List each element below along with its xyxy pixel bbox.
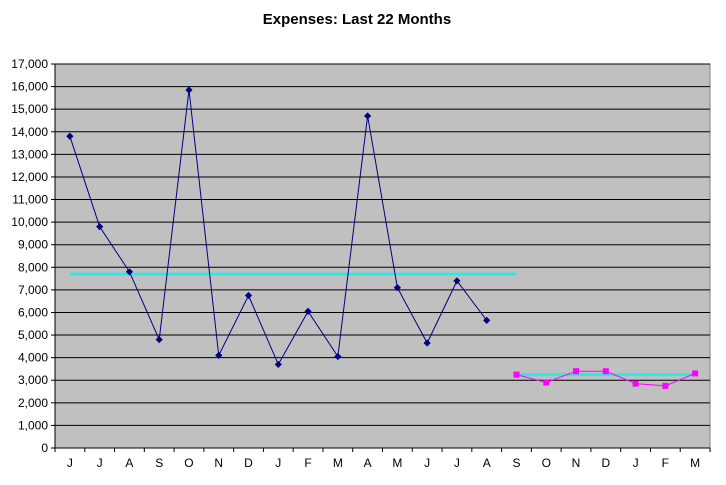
y-tick-label: 11,000 <box>12 193 48 207</box>
data-point <box>66 132 74 140</box>
data-point <box>483 316 491 324</box>
y-tick-label: 7,000 <box>18 283 48 297</box>
x-tick-label: M <box>392 456 402 470</box>
x-tick-label: J <box>633 456 639 470</box>
x-tick-label: A <box>483 456 491 470</box>
y-tick-label: 17,000 <box>11 57 48 71</box>
y-tick-label: 2,000 <box>18 396 48 410</box>
y-tick-label: 8,000 <box>18 260 48 274</box>
data-point <box>364 112 372 120</box>
y-tick-label: 3,000 <box>18 373 48 387</box>
series-1 <box>66 86 491 369</box>
x-tick-label: A <box>125 456 133 470</box>
x-tick-label: J <box>424 456 430 470</box>
data-point <box>453 277 461 285</box>
plot-area <box>54 63 711 449</box>
data-point <box>602 368 609 375</box>
data-point <box>334 352 342 361</box>
data-point <box>393 284 401 292</box>
data-point <box>244 291 253 300</box>
x-tick-label: F <box>662 456 669 470</box>
y-tick-label: 10,000 <box>11 215 48 229</box>
y-tick-label: 6,000 <box>18 305 48 319</box>
x-tick-label: F <box>304 456 311 470</box>
x-tick-label: O <box>542 456 551 470</box>
data-point <box>155 335 163 344</box>
data-point <box>185 86 193 94</box>
gridlines <box>55 63 710 426</box>
data-point <box>423 339 431 347</box>
x-tick-label: M <box>333 456 343 470</box>
data-point <box>125 268 134 276</box>
x-tick-label: S <box>512 456 520 470</box>
y-tick-label: 0 <box>41 441 48 455</box>
data-point <box>632 380 639 387</box>
x-tick-label: M <box>690 456 700 470</box>
x-tick-label: J <box>97 456 103 470</box>
series-2 <box>513 368 699 389</box>
y-tick-label: 1,000 <box>18 418 48 432</box>
chart-title: Expenses: Last 22 Months <box>263 11 451 28</box>
x-tick-label: N <box>572 456 581 470</box>
y-tick-label: 14,000 <box>11 125 48 139</box>
x-tick-label: A <box>364 456 372 470</box>
x-tick-label: D <box>244 456 253 470</box>
data-point <box>573 368 580 375</box>
x-tick-label: N <box>214 456 223 470</box>
data-point <box>215 351 223 359</box>
reference-lines <box>69 272 696 377</box>
data-point <box>274 360 282 369</box>
y-tick-label: 5,000 <box>18 328 48 342</box>
data-point <box>662 382 669 389</box>
data-point <box>513 371 520 378</box>
y-axis: 0 1,000 2,000 3,000 4,000 5,000 6,000 7,000 8,00… <box>11 57 56 455</box>
x-tick-label: O <box>184 456 193 470</box>
y-tick-label: 16,000 <box>11 80 48 94</box>
y-tick-label: 12,000 <box>11 170 48 184</box>
x-tick-label: J <box>454 456 460 470</box>
x-tick-label: J <box>275 456 281 470</box>
data-point <box>96 223 104 231</box>
data-point <box>543 379 550 386</box>
y-tick-label: 9,000 <box>18 238 48 252</box>
data-point <box>304 307 312 315</box>
y-tick-label: 13,000 <box>11 147 48 161</box>
x-tick-label: D <box>601 456 610 470</box>
x-tick-label: J <box>67 456 73 470</box>
x-tick-label: S <box>155 456 163 470</box>
y-tick-label: 4,000 <box>18 351 48 365</box>
data-point <box>692 370 699 377</box>
y-tick-label: 15,000 <box>11 102 48 116</box>
series-layer <box>66 86 699 389</box>
